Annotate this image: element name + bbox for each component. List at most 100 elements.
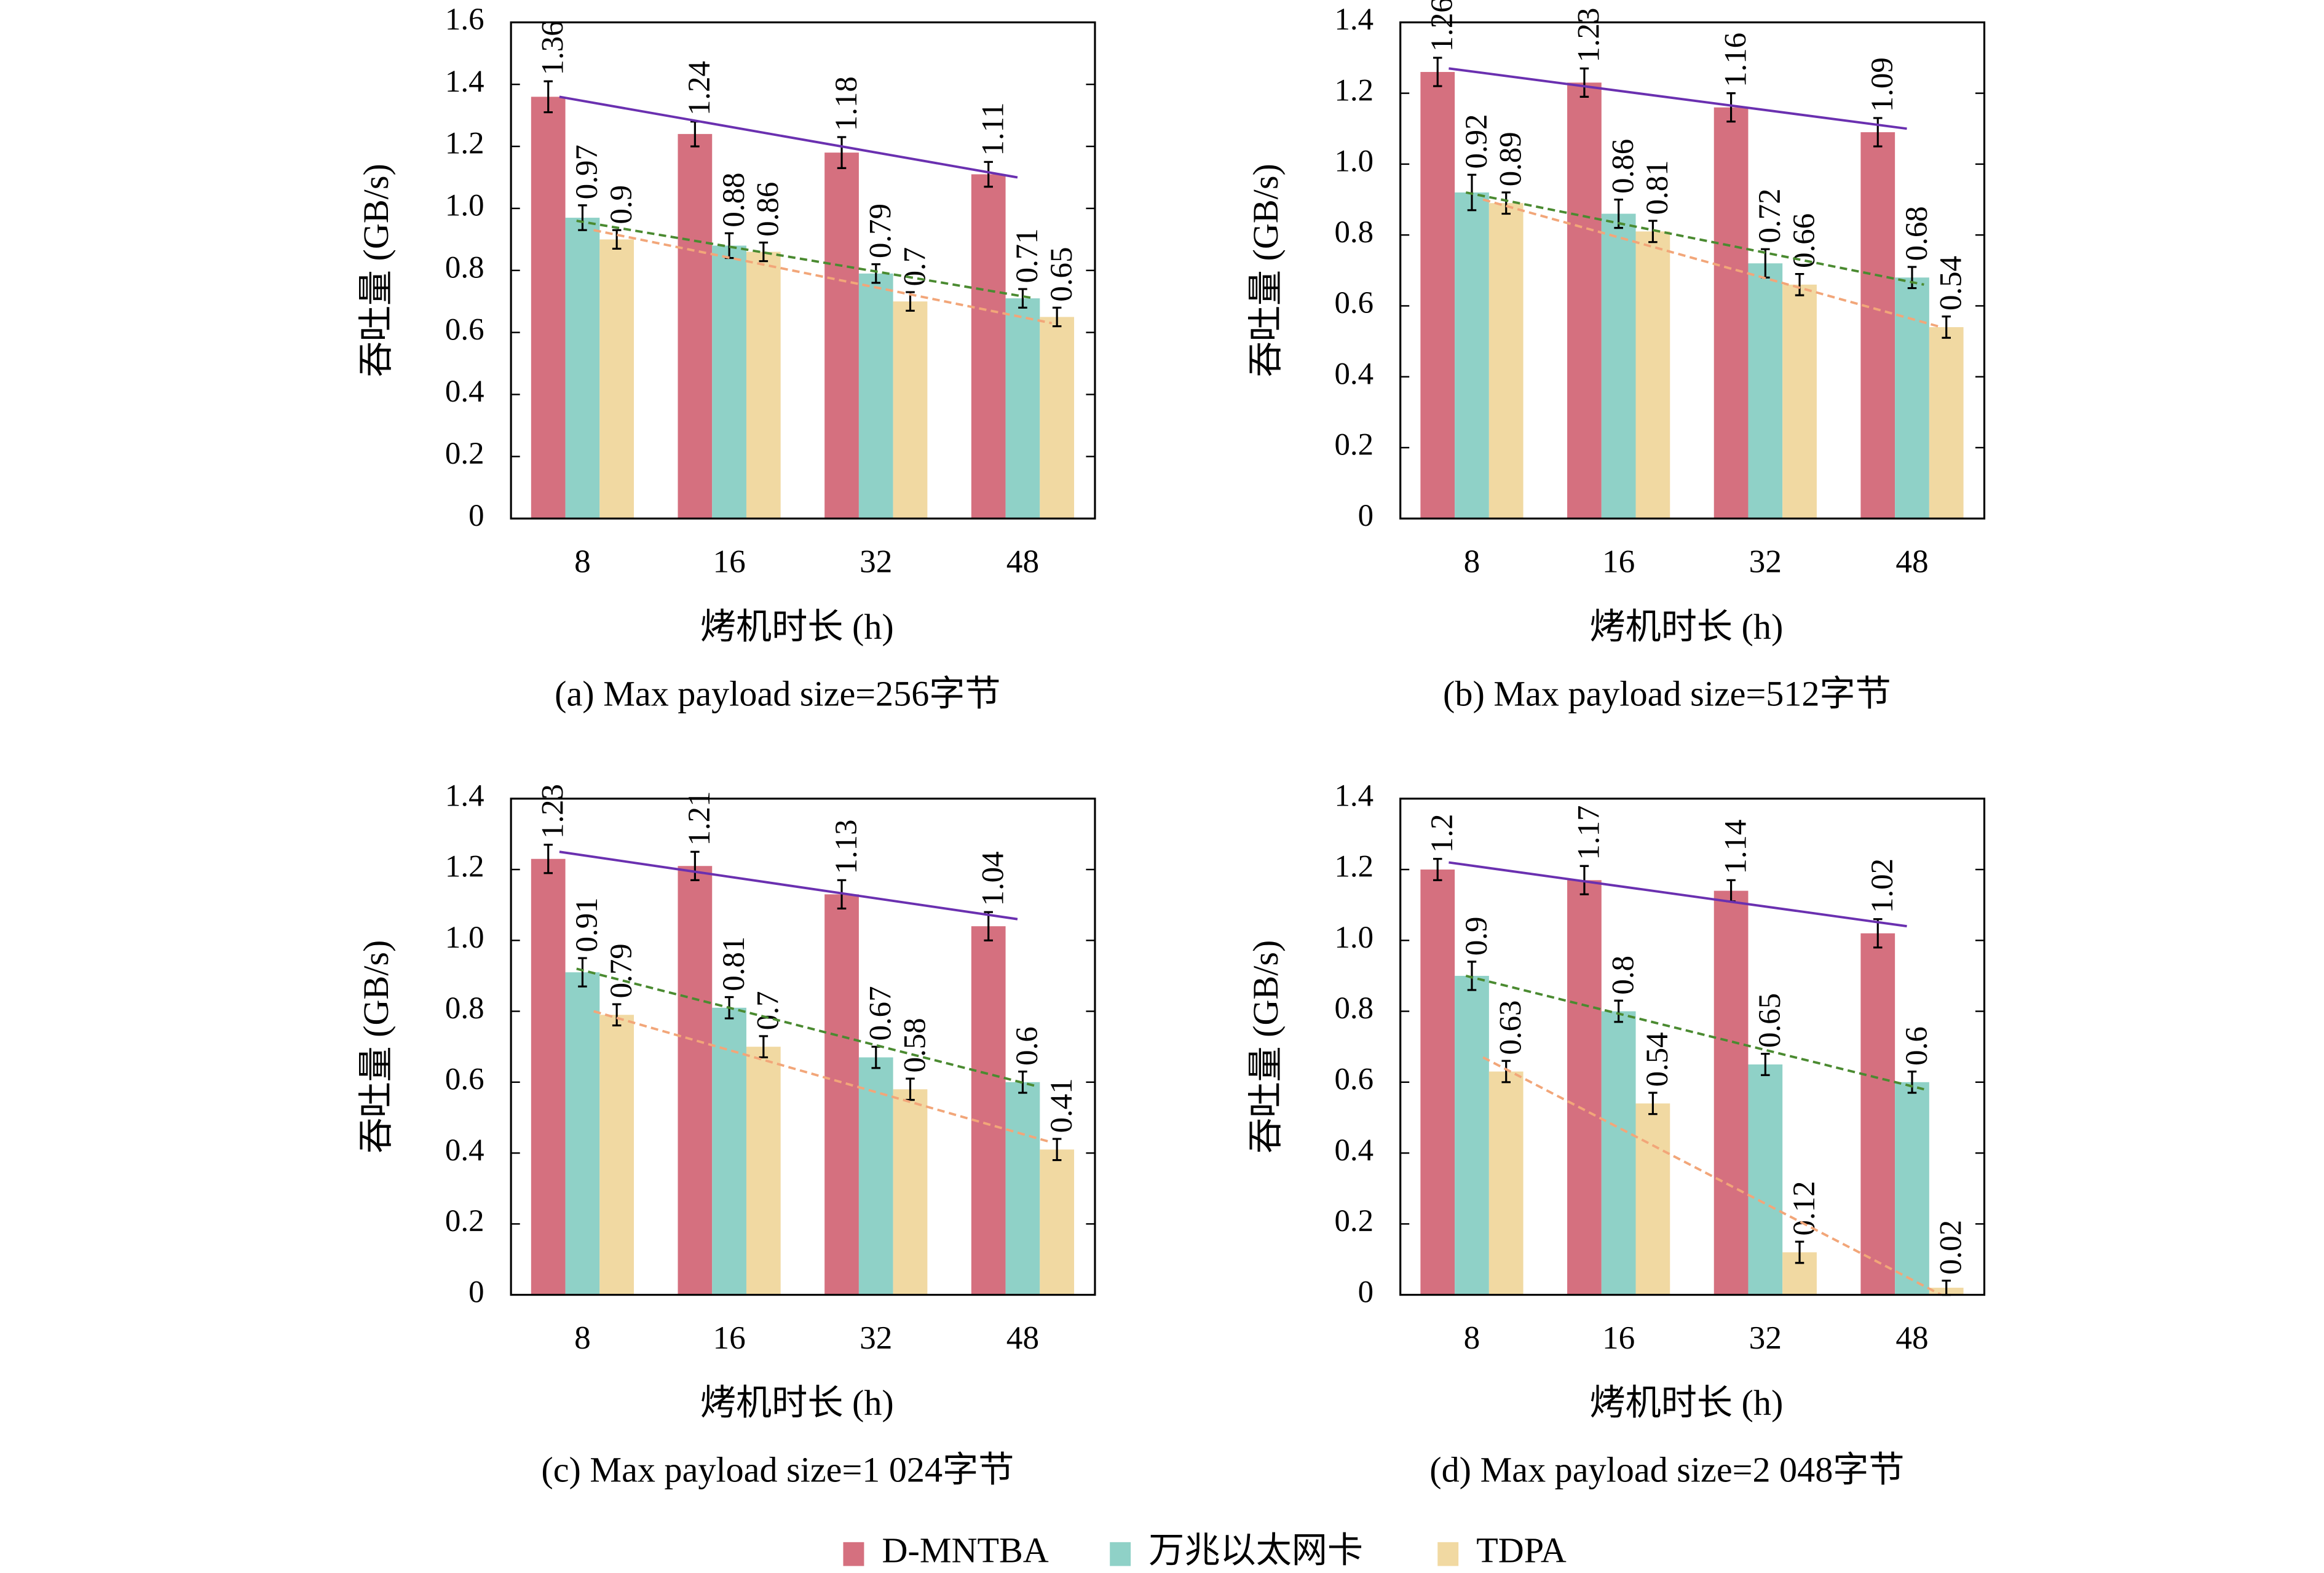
trend-line [1482,198,1942,328]
y-axis-title: 吞吐量 (GB/s) [356,940,396,1154]
trend-line [1465,191,1924,286]
error-bar [1648,220,1658,244]
value-label: 0.58 [898,1018,932,1072]
bar [1895,277,1929,519]
y-tick-label: 0.2 [445,437,484,471]
y-tick-label: 0.8 [445,991,484,1026]
legend-swatch [843,1542,864,1566]
subplot-caption: (c) Max payload size=1 024字节 [541,1450,1014,1490]
bar [531,858,566,1295]
value-label: 0.81 [1640,160,1675,215]
bar [1860,132,1895,519]
bar [1748,263,1783,519]
x-axis-title: 烤机时长 (h) [1589,1383,1783,1423]
x-tick-label: 8 [1464,1320,1480,1356]
value-label: 1.23 [536,784,570,839]
value-label: 1.21 [682,791,717,846]
error-bar [543,844,553,874]
value-label: 0.9 [604,185,639,224]
y-tick-label: 1.0 [445,189,484,223]
y-tick-label: 0 [468,1275,484,1309]
error-bar [1433,57,1442,87]
bar [1895,1082,1929,1295]
error-bar [1795,1240,1804,1264]
value-label: 0.86 [751,182,786,237]
error-bar [1018,288,1027,309]
y-tick-label: 0 [1358,499,1373,533]
error-bar [759,241,769,263]
y-tick-label: 0 [468,499,484,533]
y-tick-label: 1.2 [1334,850,1373,884]
error-bar [543,80,553,114]
error-bar [1795,272,1804,296]
value-label: 1.16 [1718,33,1753,87]
bar [746,1047,781,1295]
y-tick-label: 1.4 [445,779,484,813]
bar [1488,203,1524,519]
value-label: 1.14 [1718,820,1753,874]
bar [678,866,713,1295]
error-bar [837,136,847,169]
trend-line [559,95,1018,179]
bar [712,1007,746,1295]
x-tick-label: 8 [574,544,591,580]
error-bar [1907,1070,1917,1094]
error-bar [871,263,881,284]
value-label: 1.36 [536,20,570,75]
x-axis-title: 烤机时长 (h) [700,1383,894,1423]
error-bar [1579,67,1589,98]
value-label: 0.6 [1900,1026,1934,1066]
subplot: 0 0.2 0.4 0.6 0.8 1.0 1.2 1.4 8 16 32 48 1.26 1.23 1.1… [1246,0,1986,713]
error-bar [1648,1092,1658,1115]
value-label: 1.04 [976,851,1011,906]
axes-frame [510,21,1096,520]
x-tick-label: 16 [1602,544,1635,580]
error-bar [612,1003,622,1027]
value-label: 1.23 [1572,8,1607,63]
subplot: 0 0.2 0.4 0.6 0.8 1.0 1.2 1.4 1.6 8 16 32 48 1.36 1.24… [356,2,1096,713]
bar [858,273,893,519]
bar [1455,975,1489,1295]
value-label: 0.86 [1606,139,1640,194]
bar [1455,192,1489,519]
y-tick-label: 0.6 [445,312,484,347]
error-bar [1726,92,1736,123]
value-label: 1.02 [1865,858,1900,913]
subplot-caption: (b) Max payload size=512字节 [1443,673,1891,713]
bar [1005,298,1040,519]
y-tick-label: 0.6 [1334,286,1373,320]
bar [1748,1064,1783,1295]
bar [1860,933,1895,1295]
y-tick-label: 0.6 [1334,1062,1373,1096]
value-label: 1.11 [976,102,1011,156]
error-bar [984,160,993,188]
y-tick-label: 1.0 [445,921,484,955]
bar [1420,72,1455,519]
x-tick-label: 32 [860,544,892,580]
trend-line [576,967,1035,1087]
y-tick-label: 0.6 [445,1062,484,1096]
trend-line [1465,975,1924,1091]
value-label: 0.71 [1010,228,1045,283]
bar [824,894,859,1295]
axes-frame [510,798,1096,1296]
value-label: 0.65 [1045,247,1079,302]
y-tick-label: 1.2 [445,127,484,161]
value-label: 0.12 [1787,1181,1822,1235]
bar [971,174,1006,519]
bar [599,239,634,519]
value-label: 0.67 [864,986,898,1040]
y-tick-label: 1.2 [1334,73,1373,108]
bar [1567,82,1602,519]
value-label: 0.79 [604,943,639,998]
bar [1635,1103,1670,1295]
subplot-caption: (d) Max payload size=2 048字节 [1429,1450,1904,1490]
y-tick-label: 1.2 [445,850,484,884]
legend-label: 万兆以太网卡 [1148,1531,1363,1571]
bar [599,1015,634,1295]
value-label: 0.91 [570,897,604,952]
error-bar [578,204,587,231]
y-tick-label: 1.6 [445,2,484,37]
bar [1713,107,1749,519]
bar [824,153,859,519]
